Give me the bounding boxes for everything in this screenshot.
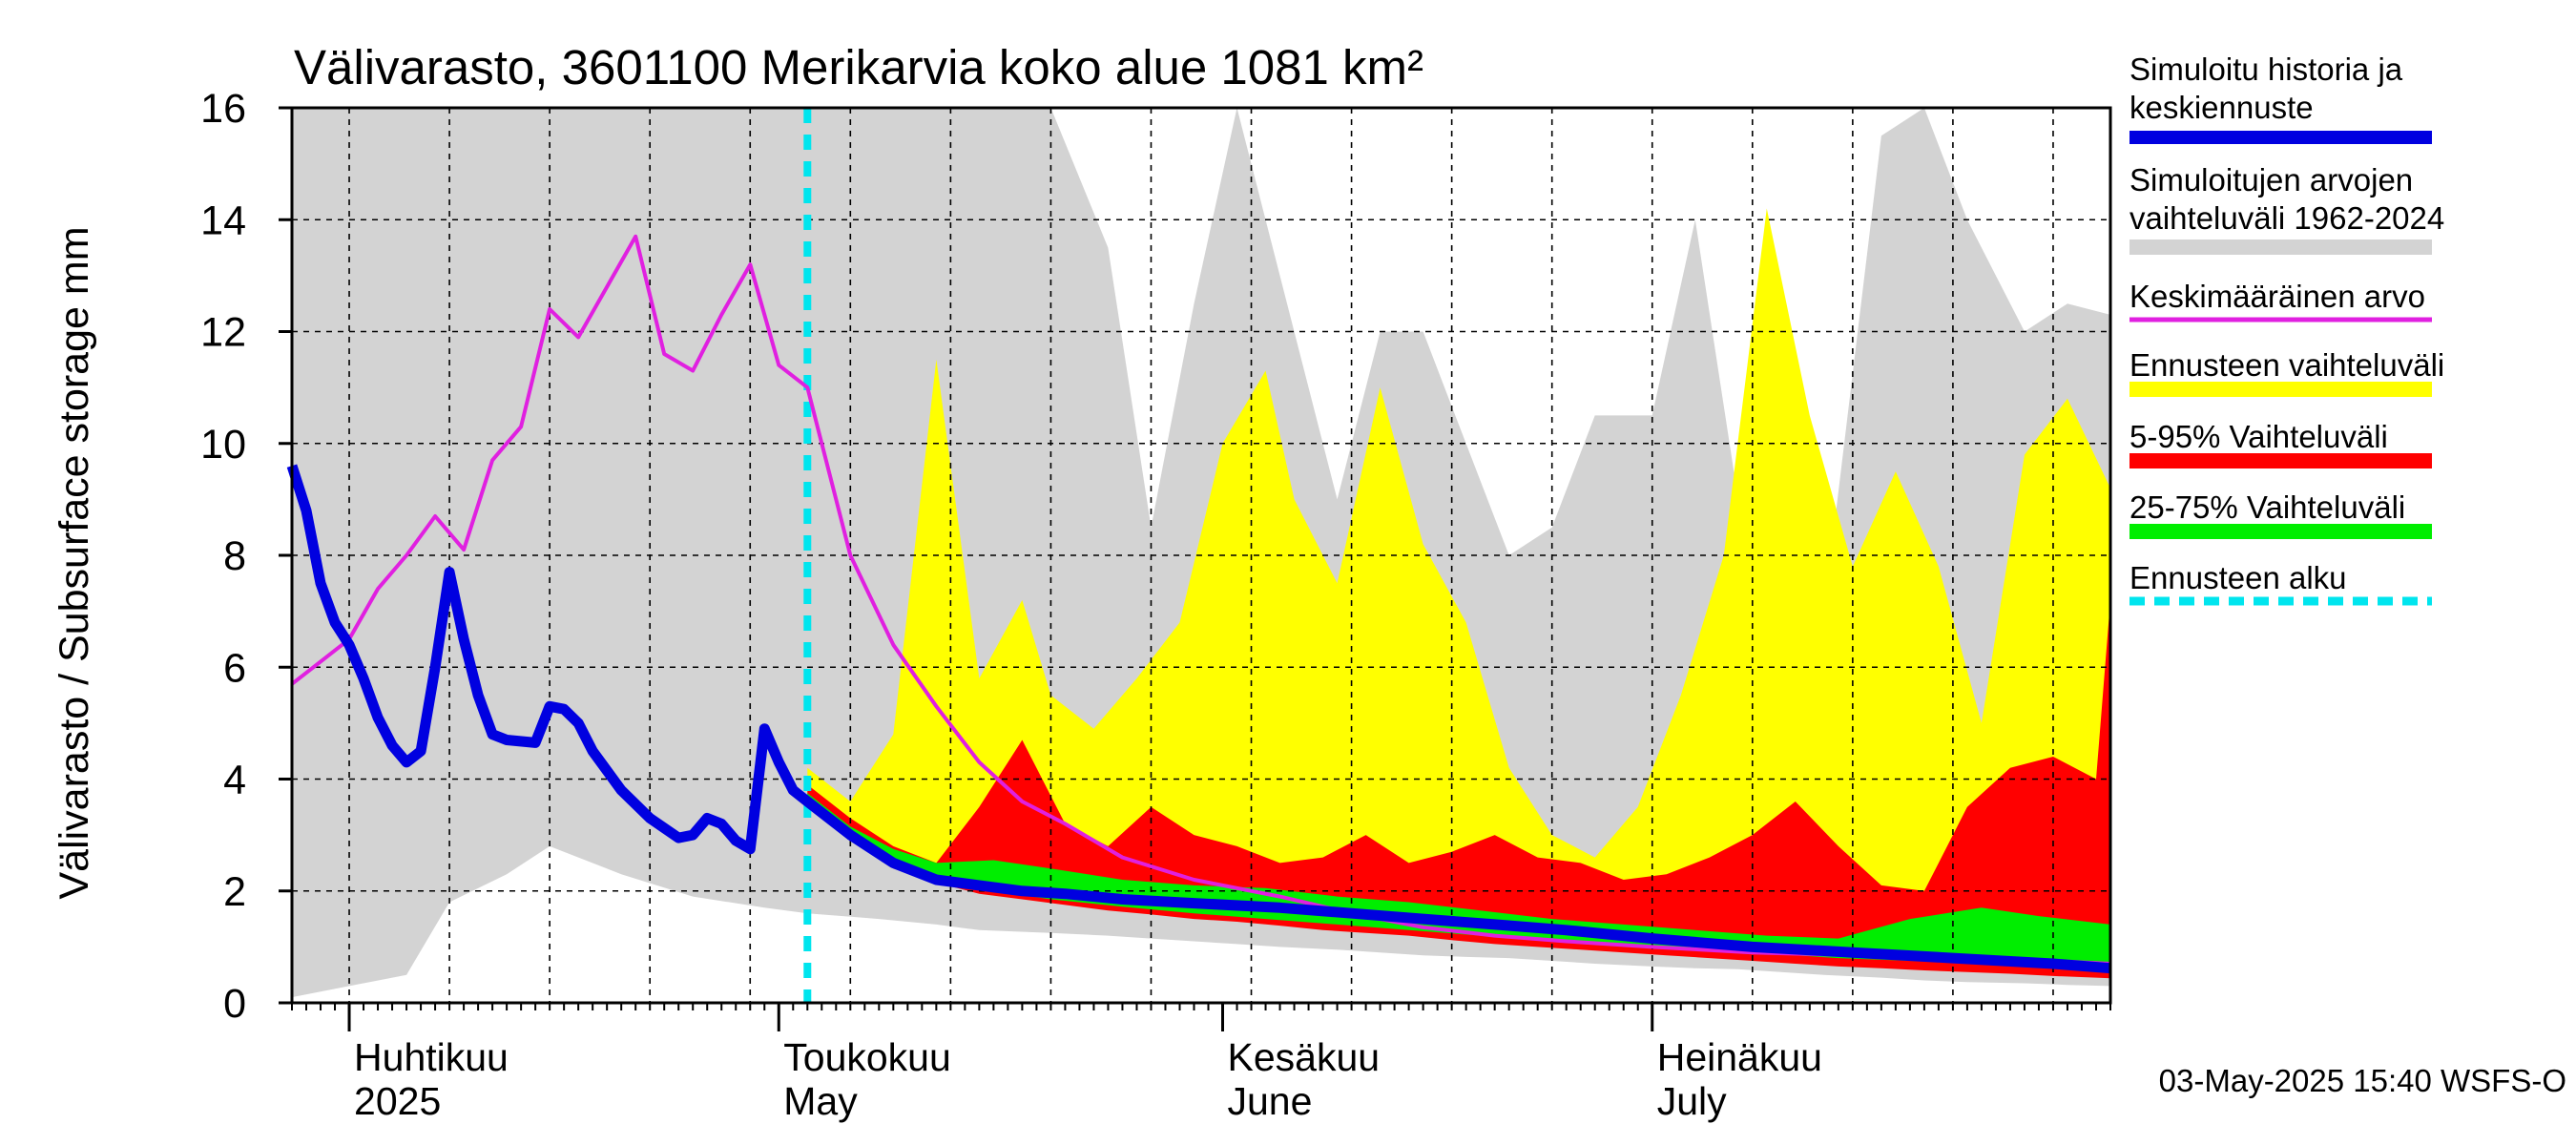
y-tick-label: 10 — [200, 422, 246, 468]
legend-label: Keskimääräinen arvo — [2129, 279, 2425, 314]
bands-layer — [292, 108, 2110, 998]
y-tick-label: 8 — [223, 533, 246, 579]
month-label-en: May — [783, 1079, 858, 1123]
legend-label: Ennusteen alku — [2129, 560, 2347, 595]
y-axis-label: Välivarasto / Subsurface storage mm — [52, 226, 97, 899]
legend-label: Simuloitu historia ja keskiennuste — [2129, 52, 2403, 125]
legend-swatch — [2129, 382, 2432, 397]
legend-swatch — [2129, 524, 2432, 539]
series-line-0 — [290, 234, 2111, 966]
y-tick-label: 14 — [200, 198, 246, 243]
month-label-en: 2025 — [354, 1079, 441, 1123]
month-label-fi: Kesäkuu — [1228, 1035, 1381, 1079]
legend-swatch — [2129, 453, 2432, 468]
timestamp-footer: 03-May-2025 15:40 WSFS-O — [2159, 1063, 2566, 1098]
legend-label: 25-75% Vaihteluväli — [2129, 489, 2405, 525]
legend-swatch — [2129, 131, 2432, 144]
lines-layer — [286, 234, 2111, 974]
gridlines — [292, 107, 2110, 1004]
y-tick-label: 6 — [223, 645, 246, 691]
legend-label: Ennusteen vaihteluväli — [2129, 347, 2444, 383]
month-label-fi: Toukokuu — [783, 1035, 951, 1079]
chart-title: Välivarasto, 3601100 Merikarvia koko alu… — [294, 40, 1423, 94]
y-tick-label: 16 — [200, 86, 246, 132]
legend-swatch — [2129, 317, 2432, 323]
month-label-en: July — [1657, 1079, 1727, 1123]
series-line-1 — [286, 464, 2111, 974]
month-label-en: June — [1228, 1079, 1313, 1123]
y-tick-label: 4 — [223, 758, 246, 803]
plot-area — [286, 106, 2112, 1005]
month-label-fi: Huhtikuu — [354, 1035, 509, 1079]
y-tick-label: 12 — [200, 310, 246, 356]
y-tick-label: 0 — [223, 981, 246, 1027]
legend-label: 5-95% Vaihteluväli — [2129, 419, 2388, 454]
legend: Simuloitu historia ja keskiennuste Simuloi… — [2129, 52, 2444, 606]
band-1 — [807, 208, 2110, 964]
legend-swatch — [2129, 239, 2432, 255]
y-tick-label: 2 — [223, 869, 246, 915]
y-axis: 0 2 4 6 8 10 12 14 16 — [200, 86, 292, 1027]
legend-label: Simuloitujen arvojen vaihteluväli 1962-20… — [2129, 162, 2444, 236]
band-3 — [807, 793, 2110, 969]
month-label-fi: Heinäkuu — [1657, 1035, 1822, 1079]
